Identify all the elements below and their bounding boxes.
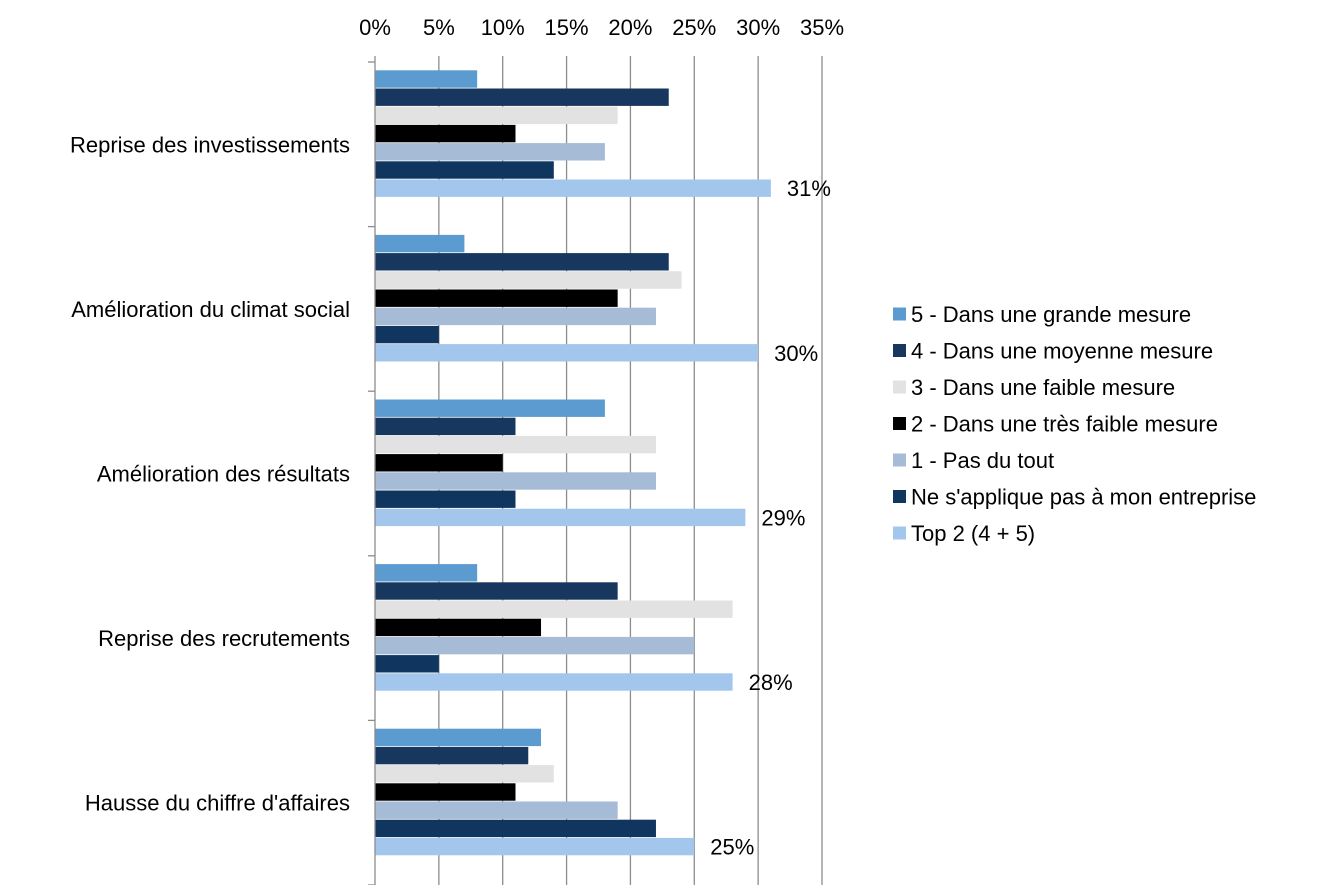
- legend-swatch: [893, 453, 906, 467]
- data-label: 30%: [774, 341, 818, 366]
- bar: [375, 728, 542, 747]
- bar: [375, 161, 554, 179]
- bar: [375, 417, 516, 436]
- x-axis-ticks: 0% 5% 10% 15% 20% 25% 30% 35%: [359, 15, 844, 62]
- bar: [375, 271, 682, 289]
- legend-label: Ne s'applique pas à mon entreprise: [911, 485, 1256, 510]
- x-tick-label: 35%: [800, 15, 844, 40]
- bar: [375, 234, 465, 253]
- category-label: Reprise des investissements: [70, 132, 350, 157]
- legend-label: 4 - Dans une moyenne mesure: [911, 339, 1213, 364]
- bar: [375, 490, 516, 508]
- x-tick-label: 30%: [736, 15, 780, 40]
- bar: [375, 307, 656, 326]
- bar: [375, 344, 759, 362]
- category-label: Amélioration des résultats: [97, 462, 350, 487]
- bar: [375, 289, 618, 307]
- x-tick-label: 0%: [359, 15, 391, 40]
- category-label: Reprise des recrutements: [98, 626, 350, 651]
- bar: [375, 435, 656, 454]
- legend-label: Top 2 (4 + 5): [911, 521, 1035, 546]
- data-label: 31%: [787, 176, 831, 201]
- bar: [375, 582, 618, 600]
- bar: [375, 399, 605, 417]
- category-axis: [368, 61, 376, 885]
- category-labels: Reprise des investissements Amélioration …: [70, 132, 350, 815]
- bars: [375, 70, 771, 856]
- bar: [375, 472, 656, 490]
- x-tick-label: 5%: [423, 15, 455, 40]
- bar: [375, 618, 542, 637]
- bar: [375, 564, 478, 582]
- category-label: Amélioration du climat social: [71, 297, 350, 322]
- x-tick-label: 25%: [672, 15, 716, 40]
- bar: [375, 746, 529, 765]
- legend-label: 1 - Pas du tout: [911, 448, 1054, 473]
- bar: [375, 655, 439, 673]
- bar: [375, 88, 669, 106]
- legend: 5 - Dans une grande mesure 4 - Dans une m…: [893, 302, 1256, 546]
- x-tick-label: 15%: [545, 15, 589, 40]
- bar: [375, 508, 746, 527]
- bar: [375, 636, 695, 655]
- x-tick-label: 20%: [608, 15, 652, 40]
- legend-swatch: [893, 307, 906, 321]
- legend-label: 2 - Dans une très faible mesure: [911, 412, 1218, 437]
- legend-swatch: [893, 490, 906, 503]
- bar: [375, 819, 656, 838]
- legend-swatch: [893, 380, 906, 394]
- data-label: 29%: [761, 505, 805, 530]
- bar: [375, 70, 478, 88]
- bar: [375, 600, 733, 618]
- bar: [375, 124, 516, 143]
- category-label: Hausse du chiffre d'affaires: [85, 791, 350, 816]
- x-tick-label: 10%: [481, 15, 525, 40]
- bar: [375, 143, 605, 161]
- bar: [375, 673, 733, 691]
- legend-swatch: [893, 417, 906, 430]
- bar: [375, 801, 618, 819]
- bar: [375, 765, 554, 783]
- bar: [375, 325, 439, 344]
- legend-swatch: [893, 526, 906, 540]
- bar: [375, 454, 503, 472]
- legend-swatch: [893, 344, 906, 357]
- bar: [375, 783, 516, 801]
- data-label: 28%: [749, 670, 793, 695]
- data-labels: 31% 30% 29% 28% 25%: [710, 176, 831, 859]
- legend-label: 3 - Dans une faible mesure: [911, 375, 1175, 400]
- bar: [375, 253, 669, 271]
- bar: [375, 179, 771, 197]
- bar: [375, 837, 695, 856]
- data-label: 25%: [710, 835, 754, 860]
- legend-label: 5 - Dans une grande mesure: [911, 302, 1191, 327]
- bar: [375, 106, 618, 125]
